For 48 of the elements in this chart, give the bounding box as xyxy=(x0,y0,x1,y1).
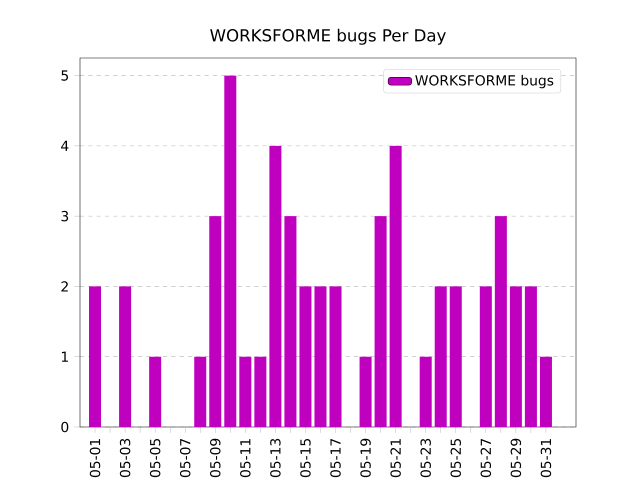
bar xyxy=(494,216,507,428)
chart-title: WORKSFORME bugs Per Day xyxy=(210,28,446,45)
x-tick-label: 05-21 xyxy=(390,439,401,478)
bar xyxy=(149,356,162,428)
bar xyxy=(450,286,462,428)
x-tick-label: 05-09 xyxy=(210,438,221,478)
x-tick-label: 05-29 xyxy=(510,438,522,478)
bar xyxy=(119,286,132,428)
bar xyxy=(194,356,206,428)
y-tick-label: 1 xyxy=(62,352,68,362)
x-tick-label: 05-17 xyxy=(330,439,341,478)
bar xyxy=(269,146,282,428)
x-tick-label: 05-27 xyxy=(480,439,492,478)
x-tick-label: 05-19 xyxy=(360,438,371,478)
bar xyxy=(480,286,492,428)
x-tick-label: 05-13 xyxy=(270,439,281,478)
x-tick-label: 05-03 xyxy=(120,439,130,478)
x-tick-label: 05-05 xyxy=(150,439,160,478)
bar xyxy=(224,76,236,428)
bar xyxy=(284,216,296,428)
x-tick-label: 05-31 xyxy=(540,439,552,478)
x-tick-label: 05-23 xyxy=(420,439,431,478)
x-tick-label: 05-15 xyxy=(300,439,311,478)
y-tick-label: 4 xyxy=(61,140,68,152)
x-tick-label: 05-11 xyxy=(240,439,251,478)
x-tick-label: 05-07 xyxy=(180,439,190,478)
bar xyxy=(540,356,552,428)
y-tick-label: 3 xyxy=(61,211,68,222)
legend-label: WORKSFORME bugs xyxy=(415,75,554,88)
bar xyxy=(314,286,326,428)
bar xyxy=(299,286,312,428)
bar xyxy=(390,146,402,428)
x-tick-label: 05-25 xyxy=(450,439,461,478)
bar xyxy=(434,286,447,428)
bar xyxy=(254,356,266,428)
bar xyxy=(524,286,537,428)
bar xyxy=(239,356,252,428)
bar xyxy=(420,356,432,428)
y-tick-label: 2 xyxy=(61,281,68,292)
y-tick-label: 0 xyxy=(61,422,68,432)
bar xyxy=(89,286,102,428)
x-tick-label: 05-01 xyxy=(90,439,100,478)
bar xyxy=(209,216,222,428)
bar xyxy=(374,216,387,428)
bar xyxy=(330,286,342,428)
y-tick-label: 5 xyxy=(61,70,68,81)
bar xyxy=(510,286,522,428)
bar xyxy=(360,356,372,428)
